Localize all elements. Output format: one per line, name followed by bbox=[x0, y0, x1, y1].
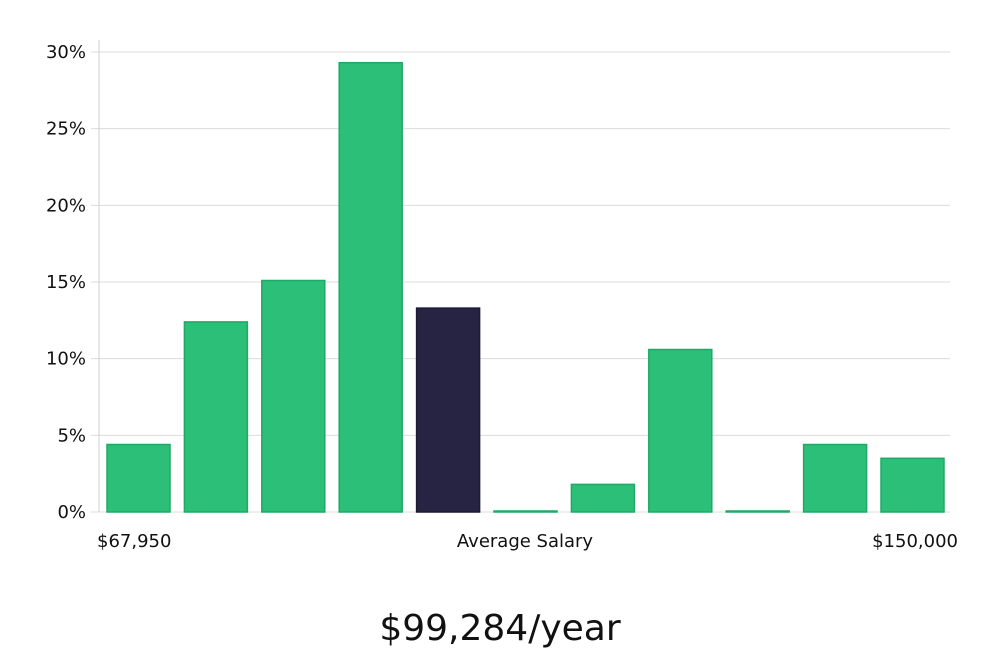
y-axis-ticks: 0% 5% 10% 15% 20% 25% 30% bbox=[46, 42, 86, 523]
x-label-min: $67,950 bbox=[97, 531, 171, 552]
salary-histogram: 0% 5% 10% 15% 20% 25% 30% $67,950 Average Sala… bbox=[46, 40, 958, 552]
y-tick-label-25: 25% bbox=[46, 119, 86, 140]
y-tick-label-10: 10% bbox=[46, 349, 86, 370]
bar-6 bbox=[493, 510, 558, 513]
bar-9 bbox=[725, 510, 790, 513]
y-tick-label-0: 0% bbox=[57, 502, 86, 523]
bar-2 bbox=[183, 321, 249, 513]
bar-3 bbox=[261, 279, 326, 513]
y-tick-label-30: 30% bbox=[46, 42, 86, 63]
y-tick-label-5: 5% bbox=[57, 425, 86, 446]
x-label-center: Average Salary bbox=[457, 531, 594, 552]
bar-average-salary bbox=[415, 307, 481, 513]
y-tick-label-20: 20% bbox=[46, 195, 86, 216]
bar-4 bbox=[338, 61, 403, 513]
average-salary-caption: $99,284/year bbox=[379, 608, 621, 649]
bar-10 bbox=[802, 443, 868, 513]
bars bbox=[106, 61, 945, 513]
y-tick-label-15: 15% bbox=[46, 272, 86, 293]
bar-1 bbox=[106, 443, 171, 513]
bar-11 bbox=[880, 457, 945, 513]
x-label-max: $150,000 bbox=[872, 531, 958, 552]
bar-7 bbox=[570, 483, 636, 513]
bar-8 bbox=[648, 348, 713, 513]
